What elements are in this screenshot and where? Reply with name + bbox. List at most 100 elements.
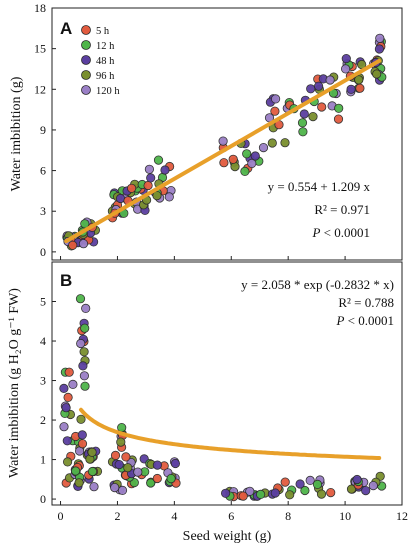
panel-a-x-ticks xyxy=(60,256,403,260)
data-point xyxy=(78,239,89,249)
data-point xyxy=(74,478,84,488)
data-point xyxy=(68,379,78,389)
data-point xyxy=(258,143,269,153)
data-point xyxy=(76,414,86,424)
panel-a-frame xyxy=(51,7,403,261)
data-point xyxy=(316,489,327,499)
data-point xyxy=(317,102,327,112)
panel-b-p-value: < 0.0001 xyxy=(344,313,394,328)
data-point xyxy=(221,488,231,498)
data-point xyxy=(346,84,356,94)
data-point xyxy=(240,166,250,176)
y-tick-label: 4 xyxy=(40,334,46,348)
data-point xyxy=(354,75,364,85)
data-point xyxy=(127,183,137,193)
data-point xyxy=(333,114,344,124)
panel-a-equation: y = 0.554 + 1.209 x xyxy=(268,179,371,194)
panel-a-letter: A xyxy=(60,19,72,38)
panel-b-p-symbol: P xyxy=(335,313,344,328)
data-point xyxy=(300,485,310,496)
data-point xyxy=(245,486,255,496)
y-tick-label: 0 xyxy=(40,245,46,259)
data-point xyxy=(68,240,78,250)
y-tick-label: 1 xyxy=(40,453,46,467)
data-point xyxy=(117,422,127,433)
panel-b-equation: y = 2.058 * exp (-0.2832 * x) xyxy=(241,277,394,292)
data-point xyxy=(80,381,90,391)
data-point xyxy=(312,479,323,489)
data-point xyxy=(114,459,124,470)
panel-a-p-symbol: P xyxy=(311,225,320,240)
legend-marker xyxy=(81,85,91,95)
x-tick-label: 0 xyxy=(58,509,64,523)
legend-label: 12 h xyxy=(96,41,115,52)
y-tick-label: 5 xyxy=(40,295,46,309)
data-point xyxy=(87,447,97,457)
x-tick-label: 10 xyxy=(339,509,351,523)
data-point xyxy=(71,466,81,476)
data-point xyxy=(218,136,228,146)
data-point xyxy=(280,477,290,487)
y-tick-label: 18 xyxy=(34,1,46,15)
data-point xyxy=(298,127,308,137)
data-point xyxy=(116,437,126,447)
data-point xyxy=(297,118,308,128)
data-point xyxy=(238,491,248,501)
data-point xyxy=(64,367,74,377)
data-point xyxy=(270,488,280,498)
y-tick-label: 2 xyxy=(40,413,46,427)
x-tick-label: 4 xyxy=(171,509,177,523)
data-point xyxy=(219,158,229,168)
data-point xyxy=(121,452,131,462)
data-point xyxy=(117,485,128,495)
data-point xyxy=(62,457,73,467)
data-point xyxy=(123,463,133,473)
legend-marker xyxy=(81,40,91,50)
y-tick-label: 15 xyxy=(34,42,46,56)
panel-a-y-ticks: 0 3 6 9 12 15 18 xyxy=(34,1,56,259)
data-point xyxy=(326,487,336,498)
data-point xyxy=(152,191,162,201)
data-point xyxy=(79,371,90,381)
panel-b-fit-line xyxy=(79,407,382,460)
panel-b-r2: R² = 0.788 xyxy=(338,295,394,310)
y-tick-label: 6 xyxy=(40,164,46,178)
data-point xyxy=(313,81,324,91)
data-point xyxy=(355,83,365,93)
data-point xyxy=(242,149,252,159)
data-point xyxy=(61,403,71,413)
data-point xyxy=(76,338,86,349)
data-point xyxy=(280,138,290,148)
data-point xyxy=(153,155,164,165)
x-tick-label: 2 xyxy=(114,509,120,523)
y-tick-label: 9 xyxy=(40,123,46,137)
data-point xyxy=(146,173,156,183)
data-point xyxy=(133,467,143,477)
data-point xyxy=(59,422,69,432)
data-point xyxy=(228,154,238,164)
data-point xyxy=(374,44,384,54)
data-point xyxy=(341,53,351,64)
legend-label: 96 h xyxy=(96,71,115,82)
panel-a-y-label: Water imbibition (g) xyxy=(9,76,24,191)
panel-b-y-label: Water imbibition (g H₂O g⁻¹ FW) xyxy=(7,288,22,478)
panel-a-p: P < 0.0001 xyxy=(311,225,370,240)
panel-b-x-ticks: 0 2 4 6 8 10 12 xyxy=(58,501,408,523)
data-point xyxy=(59,383,69,393)
data-point xyxy=(305,475,315,485)
data-point xyxy=(115,193,126,204)
data-point xyxy=(77,430,87,440)
legend-label: 5 h xyxy=(96,26,110,37)
data-point xyxy=(78,361,88,371)
data-point xyxy=(308,112,318,122)
y-tick-label: 12 xyxy=(34,82,46,96)
data-point xyxy=(152,460,162,470)
legend-marker xyxy=(81,55,91,65)
x-tick-label: 12 xyxy=(396,509,408,523)
data-point xyxy=(346,484,357,494)
x-tick-label: 8 xyxy=(285,509,291,523)
data-point xyxy=(250,151,260,161)
data-point xyxy=(255,489,266,499)
